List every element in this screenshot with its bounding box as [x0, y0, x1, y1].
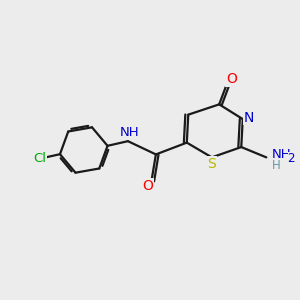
Text: Cl: Cl: [33, 152, 46, 165]
Text: S: S: [208, 157, 216, 171]
Text: O: O: [226, 72, 237, 86]
Text: NH: NH: [120, 126, 139, 140]
Text: 2: 2: [287, 152, 295, 165]
Text: N: N: [244, 111, 254, 124]
Text: NH: NH: [272, 148, 291, 161]
Text: H: H: [272, 159, 280, 172]
Text: O: O: [142, 179, 153, 193]
